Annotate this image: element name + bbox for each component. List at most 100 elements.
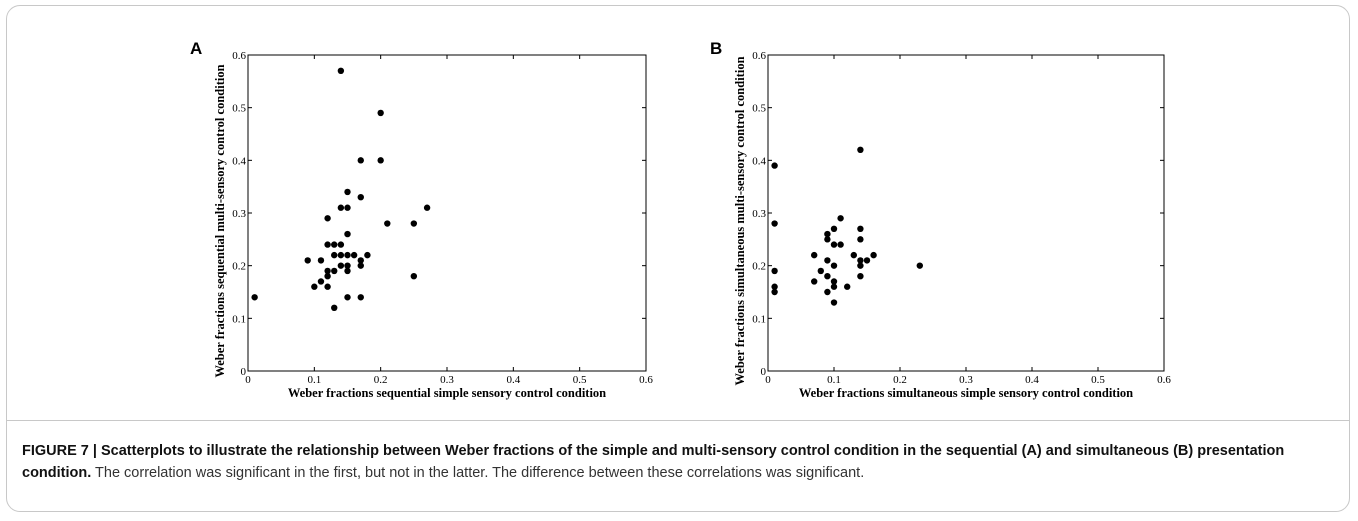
data-point [337,251,345,259]
data-point [857,257,864,264]
data-point [857,262,864,269]
data-point [357,262,364,269]
data-point [357,294,364,301]
y-tick-label: 0.3 [232,208,246,220]
panel-letter: A [190,39,202,58]
scatter-chart-a: A 0 0.1 0.2 0.3 0.4 0.5 0.6 0 0.1 0.2 0.3 0.4 0.5 0.6 W… [190,39,653,400]
y-tick-label: 0.6 [752,50,766,62]
figure-frame [6,5,1350,512]
x-tick-label: 0.6 [1157,374,1171,386]
data-point [410,273,418,280]
data-point [837,215,844,222]
plot-frame [767,54,1165,372]
data-point [344,204,351,211]
x-tick-label: 0.2 [374,374,388,386]
caption-divider [6,420,1350,421]
data-point [916,262,923,269]
data-point [857,146,864,153]
data-point [324,283,331,290]
data-point [850,251,857,259]
x-tick-label: 0.5 [1091,374,1105,386]
data-point [331,267,338,275]
data-point [384,220,391,227]
data-point [811,278,818,285]
y-tick-label: 0.1 [232,313,246,325]
data-point [331,241,338,248]
data-point [824,230,831,238]
x-tick-label: 0.5 [573,374,587,386]
data-point [337,241,345,248]
data-point [344,262,351,269]
data-point [311,283,318,290]
data-point [344,267,351,275]
data-point [317,257,325,264]
data-point [317,278,325,285]
data-point [344,251,351,259]
data-point [357,194,364,201]
scatter-chart-b: B 0 0.1 0.2 0.3 0.4 0.5 0.6 0 0.1 0.2 0.3 0.4 0.5 0.6 W… [710,39,1171,400]
data-point [324,273,331,280]
data-point [830,278,838,285]
data-point [304,257,311,264]
x-tick-label: 0.6 [639,374,653,386]
x-tick-label: 0.4 [506,374,520,386]
data-point [857,273,864,280]
data-point [857,225,864,232]
data-point [324,267,331,275]
panel-letter: B [710,39,722,58]
data-point [337,262,345,269]
plot-frame [247,54,647,372]
data-point [857,236,864,243]
data-point [337,67,345,74]
data-point [824,257,831,264]
data-point [863,257,871,264]
y-tick-label: 0.4 [232,155,246,167]
y-tick-label: 0.3 [752,208,766,220]
y-axis-label: Weber fractions simultaneous multi-senso… [733,56,747,385]
data-point [251,294,258,301]
y-tick-label: 0.5 [752,103,766,115]
x-tick-label: 0.3 [440,374,454,386]
y-axis-label: Weber fractions sequential multi-sensory… [213,64,227,377]
data-point [830,225,838,232]
data-point [423,204,431,211]
data-point [410,220,418,227]
y-tick-label: 0 [241,366,247,378]
x-tick-label: 0 [245,374,251,386]
y-tick-label: 0.5 [232,103,246,115]
data-point [771,288,778,296]
x-tick-label: 0.1 [307,374,321,386]
data-point [377,157,384,164]
x-tick-label: 0 [765,374,771,386]
data-point [837,241,844,248]
y-tick-label: 0.2 [752,261,766,273]
data-point [344,294,351,301]
data-point [771,162,778,169]
x-tick-label: 0.4 [1025,374,1039,386]
x-tick-label: 0.3 [959,374,973,386]
data-point [324,215,331,222]
x-tick-label: 0.2 [893,374,907,386]
data-point [771,220,778,227]
data-point [377,109,384,117]
data-point [350,251,358,259]
x-tick-label: 0.1 [827,374,841,386]
y-tick-label: 0.1 [752,313,766,325]
data-point [824,288,831,296]
caption-label: FIGURE 7 | [22,443,101,459]
figure-caption: FIGURE 7 | Scatterplots to illustrate th… [22,440,1338,484]
data-point [324,241,331,248]
data-point [771,283,778,290]
x-axis-label: Weber fractions sequential simple sensor… [288,386,606,400]
data-point [811,251,818,259]
data-point [844,283,851,290]
data-point [824,236,831,243]
y-tick-label: 0 [761,366,767,378]
data-point [357,257,364,264]
y-tick-label: 0.6 [232,50,246,62]
data-point [817,267,824,275]
data-point [364,251,371,259]
data-point [331,304,338,311]
data-point [331,251,338,259]
data-point [344,188,351,196]
